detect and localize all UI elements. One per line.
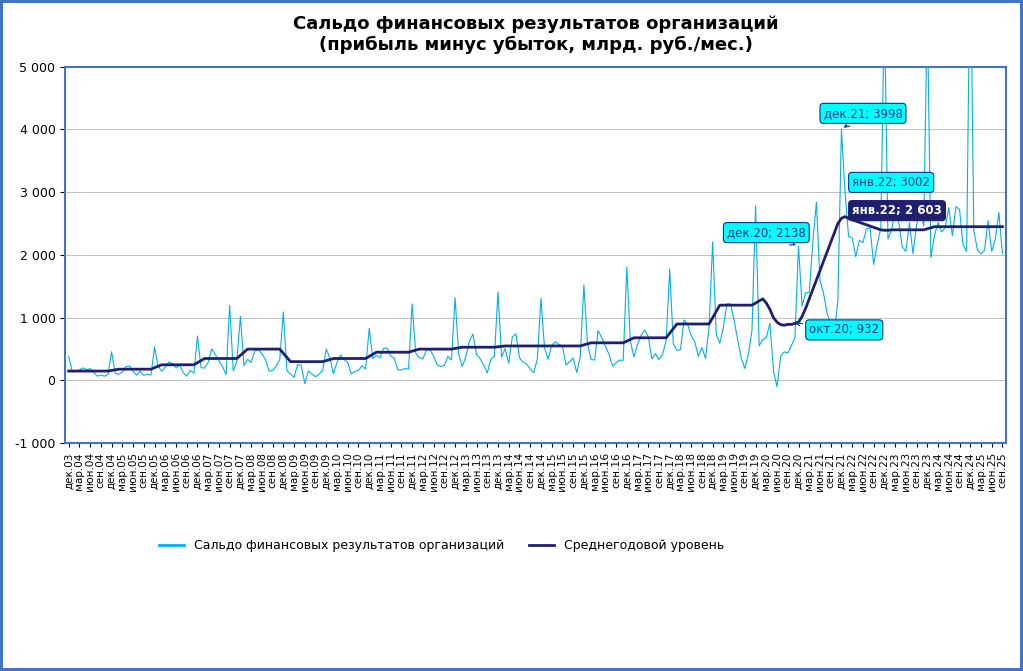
Text: дек.20; 2138: дек.20; 2138: [727, 226, 806, 245]
Text: янв.22; 2 603: янв.22; 2 603: [852, 204, 942, 217]
Text: дек.21; 3998: дек.21; 3998: [824, 107, 902, 127]
Title: Сальдо финансовых результатов организаций
(прибыль минус убыток, млрд. руб./мес.: Сальдо финансовых результатов организаци…: [293, 15, 779, 54]
Text: янв.22; 3002: янв.22; 3002: [852, 176, 930, 189]
Text: окт.20; 932: окт.20; 932: [795, 321, 879, 336]
Legend: Сальдо финансовых результатов организаций, Среднегодовой уровень: Сальдо финансовых результатов организаци…: [153, 535, 729, 558]
